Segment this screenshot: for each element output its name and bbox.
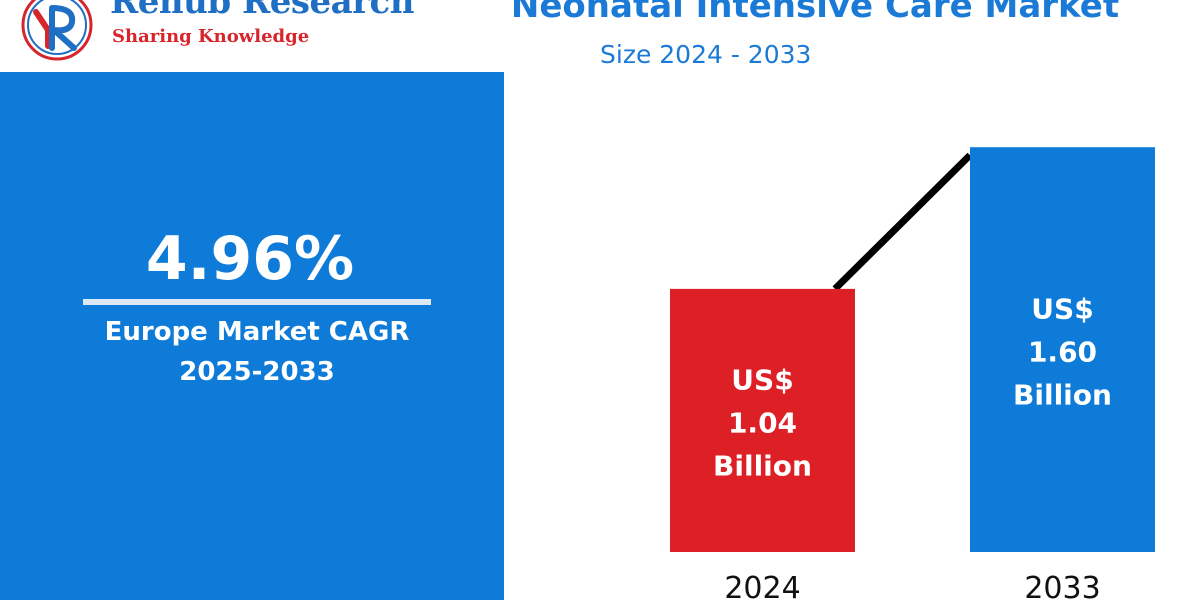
cagr-label: Europe Market CAGR 2025-2033 [0, 312, 514, 392]
bar-value-label-2024: 1.04 [728, 406, 797, 439]
bar-value-label-2033: US$ [1031, 293, 1093, 326]
logo-tagline: Sharing Knowledge [112, 26, 310, 47]
bar-value-label-2024: Billion [713, 449, 812, 482]
chart-title: Neonatal Intensive Care Market [510, 0, 1120, 26]
cagr-divider [83, 299, 431, 305]
chart-subtitle: Size 2024 - 2033 [600, 40, 812, 69]
bar-value-label-2033: 1.60 [1028, 336, 1097, 369]
cagr-label-line1: Europe Market CAGR [104, 317, 410, 347]
x-tick-label-2033: 2033 [1024, 571, 1100, 600]
bar-2024 [670, 288, 855, 552]
cagr-value: 4.96% [145, 224, 355, 294]
bar-2033 [970, 147, 1155, 552]
cagr-label-line2: 2025-2033 [179, 357, 335, 387]
bar-value-label-2033: Billion [1013, 379, 1112, 412]
bar-value-label-2024: US$ [731, 363, 793, 396]
x-tick-label-2024: 2024 [724, 571, 800, 600]
logo: Renub Research Sharing Knowledge [14, 0, 414, 62]
market-size-chart: US$ 1.04 Billion 2024 US$ 1.60 Billion 2033 [670, 147, 1155, 600]
trend-line [832, 152, 973, 292]
logo-name: Renub Research [110, 0, 414, 22]
cagr-panel: 4.96% Europe Market CAGR 2025-2033 [0, 72, 504, 600]
renub-logo-icon [21, 0, 93, 61]
